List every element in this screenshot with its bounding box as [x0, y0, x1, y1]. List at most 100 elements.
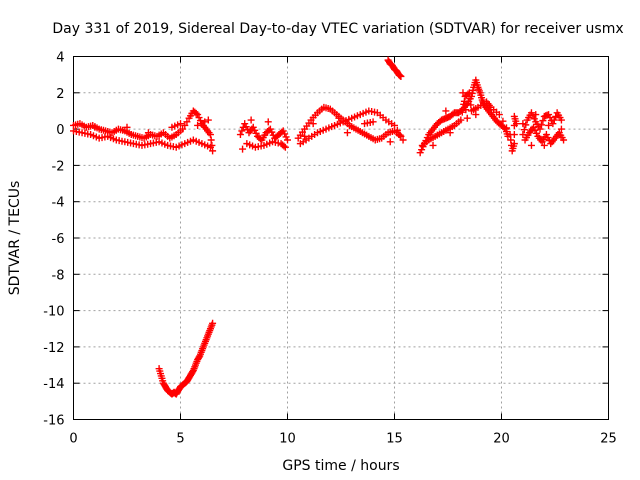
y-tick-label: 2: [56, 87, 64, 102]
series-segment-6: [416, 76, 520, 157]
data-point: [557, 116, 565, 124]
data-point: [495, 111, 503, 119]
data-point: [209, 319, 217, 327]
data-point: [206, 131, 214, 139]
x-tick-label: 0: [69, 432, 77, 447]
data-point: [462, 106, 470, 114]
grid: [73, 56, 609, 420]
data-point: [280, 142, 288, 150]
data-point: [457, 116, 465, 124]
data-point: [343, 129, 351, 137]
data-point: [532, 111, 540, 119]
data-point: [465, 89, 473, 97]
data-point: [502, 124, 510, 132]
data-point: [560, 136, 568, 144]
data-point: [429, 141, 437, 149]
data-point: [194, 121, 202, 129]
y-tick-label: -2: [52, 159, 65, 174]
data-point: [510, 140, 518, 148]
data-point: [206, 143, 214, 151]
data-point: [510, 131, 518, 139]
data-point: [236, 131, 244, 139]
data-point: [144, 129, 152, 137]
y-tick-label: -16: [43, 414, 64, 429]
data-point: [460, 97, 468, 105]
y-tick-label: -12: [43, 341, 64, 356]
data-point: [464, 90, 472, 98]
data-point: [335, 114, 343, 122]
x-tick-label: 15: [386, 432, 403, 447]
data-point: [499, 117, 507, 125]
series-segment-2: [236, 116, 291, 153]
data-point: [301, 132, 309, 140]
y-tick-label: 4: [56, 51, 64, 66]
data-point: [466, 95, 474, 103]
data-point: [459, 89, 467, 97]
series-segment-3: [294, 103, 407, 148]
data-point: [527, 141, 535, 149]
data-point: [179, 125, 187, 133]
y-axis-label: SDTVAR / TECUs: [7, 181, 23, 296]
data-point: [550, 116, 558, 124]
data-point: [519, 120, 527, 128]
x-tick-label: 20: [493, 432, 510, 447]
data-point: [396, 131, 404, 139]
data-point: [238, 127, 246, 135]
data-point: [399, 136, 407, 144]
data-point: [204, 116, 212, 124]
data-point: [467, 101, 475, 109]
data-point: [183, 118, 191, 126]
y-tick-label: -4: [52, 196, 65, 211]
y-tick-label: 0: [56, 123, 64, 138]
x-tick-label: 5: [176, 432, 184, 447]
data-point: [397, 72, 405, 80]
data-point: [472, 111, 480, 119]
data-point: [458, 108, 466, 116]
y-tick-label: -10: [43, 305, 64, 320]
data-point: [536, 125, 544, 133]
data-points: [70, 56, 568, 398]
data-point: [284, 136, 291, 144]
data-point: [393, 126, 401, 134]
data-point: [549, 120, 557, 128]
data-point: [207, 136, 215, 144]
series-segment-4: [384, 56, 405, 80]
data-point: [397, 132, 405, 140]
data-point: [520, 126, 528, 134]
data-point: [197, 120, 205, 128]
data-point: [463, 114, 471, 122]
data-point: [309, 120, 317, 128]
data-point: [369, 118, 377, 126]
data-point: [192, 109, 200, 117]
data-point: [281, 143, 289, 151]
data-point: [537, 121, 545, 129]
chart-title: Day 331 of 2019, Sidereal Day-to-day VTE…: [52, 21, 623, 37]
data-point: [540, 141, 548, 149]
data-point: [545, 121, 553, 129]
data-point: [539, 117, 547, 125]
series-segment-5: [155, 319, 217, 398]
data-point: [201, 118, 209, 126]
series-segment-7: [519, 109, 568, 149]
y-tick-label: -8: [52, 268, 65, 283]
data-point: [91, 123, 99, 131]
data-point: [442, 107, 450, 115]
data-point: [123, 123, 131, 131]
data-point: [177, 120, 184, 128]
data-point: [446, 129, 454, 137]
data-point: [239, 145, 247, 153]
data-point: [181, 121, 189, 129]
y-tick-label: -14: [43, 377, 64, 392]
x-tick-label: 10: [279, 432, 296, 447]
data-point: [386, 138, 394, 146]
data-point: [209, 147, 217, 155]
data-point: [507, 136, 515, 144]
data-point: [557, 125, 565, 133]
y-tick-label: -6: [52, 232, 65, 247]
x-tick-label: 25: [600, 432, 617, 447]
data-point: [264, 118, 272, 126]
data-point: [247, 116, 255, 124]
series-segment-1: [70, 107, 217, 155]
